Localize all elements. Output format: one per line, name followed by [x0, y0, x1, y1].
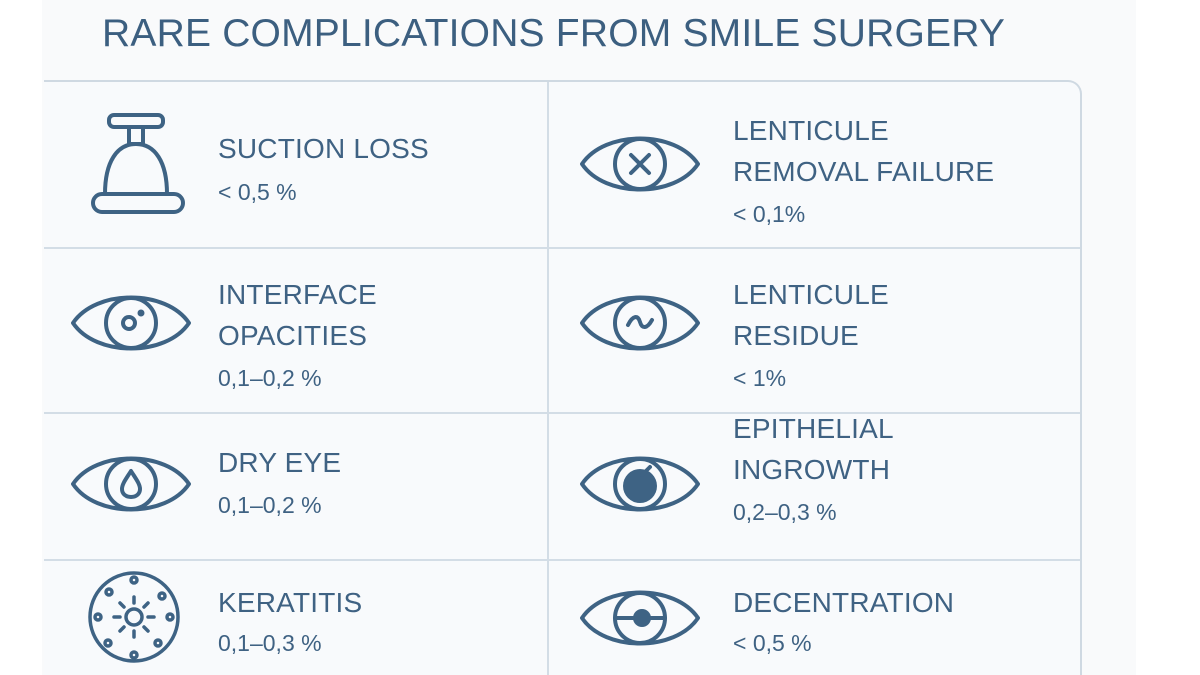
complication-card-suction-loss: SUCTION LOSS < 0,5 % — [44, 82, 547, 247]
complication-rate: 0,1–0,2 % — [218, 492, 322, 518]
complication-label: INTERFACE OPACITIES — [218, 279, 377, 351]
complication-label: LENTICULE REMOVAL FAILURE — [733, 115, 995, 187]
page-title: RARE COMPLICATIONS FROM SMILE SURGERY — [102, 12, 1006, 55]
column-divider — [547, 82, 549, 675]
complication-rate: 0,1–0,2 % — [218, 365, 322, 391]
complication-rate: < 0,1% — [733, 201, 806, 227]
eye-x-icon — [580, 104, 700, 224]
eye-opacity-icon — [71, 263, 191, 383]
complication-label: DRY EYE — [218, 447, 342, 478]
complication-card-lenticule-removal-failure: LENTICULE REMOVAL FAILURE < 0,1% — [549, 82, 1080, 247]
complications-table: SUCTION LOSS < 0,5 % LENTICULE REMOVAL F… — [44, 80, 1082, 675]
eye-droplet-icon — [71, 424, 191, 544]
complication-rate: 0,1–0,3 % — [218, 630, 322, 656]
complication-rate: 0,2–0,3 % — [733, 499, 837, 525]
complication-card-keratitis: KERATITIS 0,1–0,3 % — [44, 561, 547, 675]
eye-decentered-icon — [580, 558, 700, 675]
complication-rate: < 1% — [733, 365, 787, 391]
complication-label: SUCTION LOSS — [218, 133, 429, 164]
row-divider — [44, 412, 1080, 414]
complication-card-interface-opacities: INTERFACE OPACITIES 0,1–0,2 % — [44, 249, 547, 412]
complication-label: EPITHELIAL INGROWTH — [733, 413, 894, 485]
complication-rate: < 0,5 % — [733, 630, 812, 656]
microbe-icon — [74, 557, 194, 675]
complication-card-decentration: DECENTRATION < 0,5 % — [549, 561, 1080, 675]
suction-cup-icon — [81, 106, 201, 226]
eye-wave-icon — [580, 263, 700, 383]
row-divider — [44, 559, 1080, 561]
complication-label: LENTICULE RESIDUE — [733, 279, 889, 351]
complication-card-dry-eye: DRY EYE 0,1–0,2 % — [44, 414, 547, 559]
complication-label: KERATITIS — [218, 587, 363, 618]
complication-label: DECENTRATION — [733, 587, 955, 618]
complication-card-epithelial-ingrowth: EPITHELIAL INGROWTH 0,2–0,3 % — [549, 413, 1080, 559]
complication-rate: < 0,5 % — [218, 179, 297, 205]
complication-card-lenticule-residue: LENTICULE RESIDUE < 1% — [549, 249, 1080, 412]
row-divider — [44, 247, 1080, 249]
eye-ingrowth-icon — [580, 424, 700, 544]
